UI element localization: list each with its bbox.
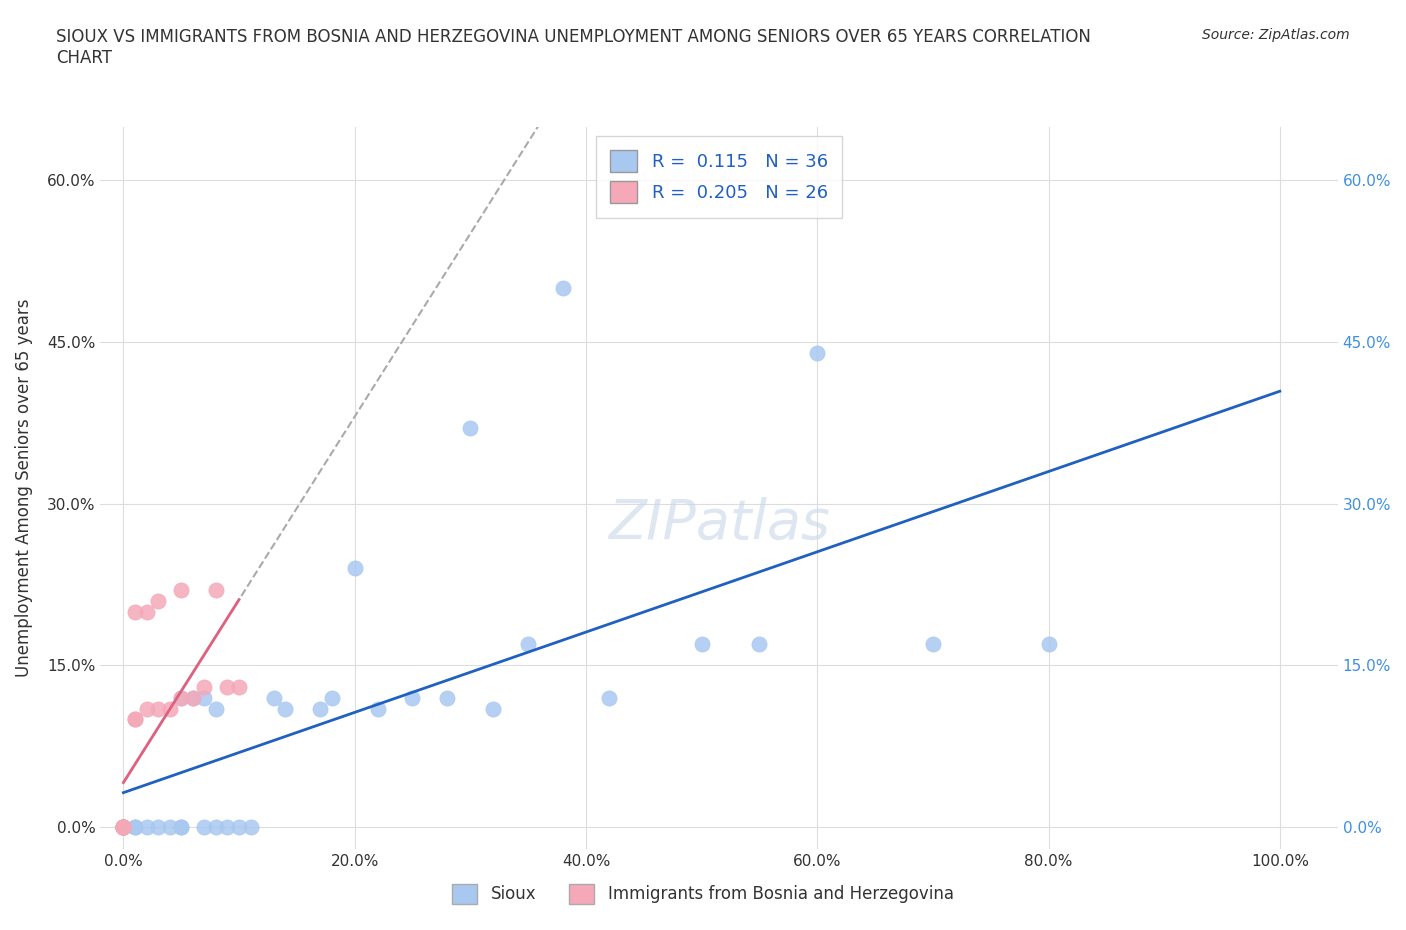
Point	[436, 690, 458, 705]
Point	[112, 819, 135, 834]
Point	[228, 680, 250, 695]
Point	[806, 345, 828, 360]
Y-axis label: Unemployment Among Seniors over 65 years: Unemployment Among Seniors over 65 years	[15, 299, 32, 677]
Point	[193, 819, 215, 834]
Point	[922, 636, 945, 651]
Point	[193, 690, 215, 705]
Point	[112, 819, 135, 834]
Point	[135, 604, 157, 619]
Point	[343, 561, 366, 576]
Point	[112, 819, 135, 834]
Point	[170, 819, 193, 834]
Point	[274, 701, 297, 716]
Point	[748, 636, 770, 651]
Text: Source: ZipAtlas.com: Source: ZipAtlas.com	[1202, 28, 1350, 42]
Point	[112, 819, 135, 834]
Point	[135, 819, 157, 834]
Point	[239, 819, 262, 834]
Point	[690, 636, 713, 651]
Point	[112, 819, 135, 834]
Point	[217, 680, 239, 695]
Point	[205, 819, 228, 834]
Point	[146, 819, 169, 834]
Point	[159, 819, 181, 834]
Point	[124, 711, 146, 726]
Point	[112, 819, 135, 834]
Point	[124, 604, 146, 619]
Point	[367, 701, 389, 716]
Point	[181, 690, 204, 705]
Point	[112, 819, 135, 834]
Point	[159, 701, 181, 716]
Point	[112, 819, 135, 834]
Point	[321, 690, 343, 705]
Point	[124, 819, 146, 834]
Point	[135, 701, 157, 716]
Point	[263, 690, 285, 705]
Point	[124, 819, 146, 834]
Point	[228, 819, 250, 834]
Point	[170, 582, 193, 597]
Point	[598, 690, 620, 705]
Point	[170, 819, 193, 834]
Legend: Sioux, Immigrants from Bosnia and Herzegovina: Sioux, Immigrants from Bosnia and Herzeg…	[444, 875, 962, 912]
Point	[124, 711, 146, 726]
Point	[309, 701, 332, 716]
Point	[205, 701, 228, 716]
Point	[401, 690, 423, 705]
Point	[460, 421, 482, 436]
Point	[146, 593, 169, 608]
Point	[112, 819, 135, 834]
Point	[170, 690, 193, 705]
Point	[217, 819, 239, 834]
Point	[517, 636, 540, 651]
Point	[112, 819, 135, 834]
Point	[551, 281, 574, 296]
Point	[205, 582, 228, 597]
Point	[193, 680, 215, 695]
Point	[482, 701, 505, 716]
Text: ZIPatlas: ZIPatlas	[607, 498, 830, 551]
Point	[1038, 636, 1060, 651]
Point	[181, 690, 204, 705]
Point	[170, 690, 193, 705]
Text: SIOUX VS IMMIGRANTS FROM BOSNIA AND HERZEGOVINA UNEMPLOYMENT AMONG SENIORS OVER : SIOUX VS IMMIGRANTS FROM BOSNIA AND HERZ…	[56, 28, 1091, 67]
Point	[112, 819, 135, 834]
Point	[112, 819, 135, 834]
Point	[146, 701, 169, 716]
Legend: R =  0.115   N = 36, R =  0.205   N = 26: R = 0.115 N = 36, R = 0.205 N = 26	[596, 136, 842, 218]
Point	[112, 819, 135, 834]
